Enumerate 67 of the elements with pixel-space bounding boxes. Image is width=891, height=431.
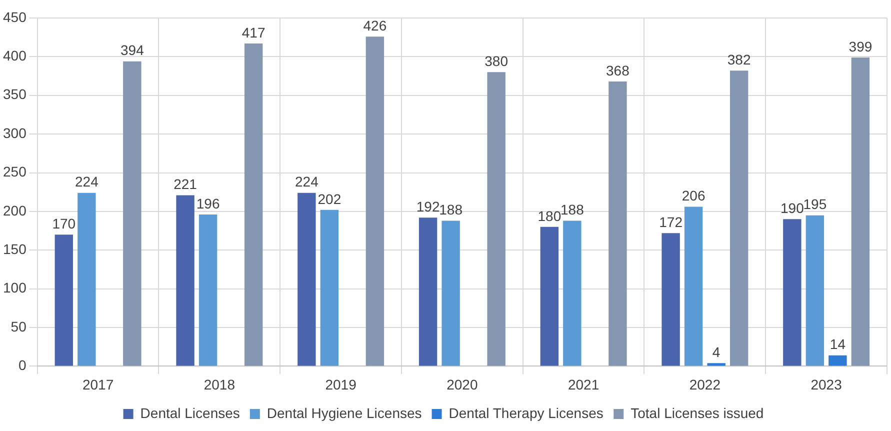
y-tick-label: 200 xyxy=(3,202,27,218)
y-tick-label: 400 xyxy=(3,48,27,64)
y-tick-label: 450 xyxy=(3,8,27,25)
data-label: 190 xyxy=(780,200,804,216)
bar xyxy=(707,363,726,366)
data-label: 399 xyxy=(848,38,872,54)
x-tick-label: 2021 xyxy=(568,376,600,392)
bar xyxy=(198,214,218,366)
bar xyxy=(418,218,438,366)
data-label: 172 xyxy=(659,214,683,230)
x-tick-label: 2023 xyxy=(810,376,842,392)
bar xyxy=(123,61,142,366)
data-label: 394 xyxy=(120,42,144,58)
bar xyxy=(828,355,847,366)
y-tick-label: 150 xyxy=(3,240,27,257)
y-tick-label: 300 xyxy=(3,124,27,141)
data-label: 4 xyxy=(712,344,720,360)
bar xyxy=(298,192,316,366)
bar xyxy=(244,44,263,366)
data-label: 417 xyxy=(242,24,266,40)
data-label: 202 xyxy=(318,190,342,207)
bar xyxy=(684,206,703,366)
data-label: 368 xyxy=(606,62,630,78)
data-label: 195 xyxy=(803,196,827,212)
data-label: 188 xyxy=(439,202,463,218)
data-label: 380 xyxy=(484,53,508,70)
x-tick-label: 2017 xyxy=(82,376,114,392)
data-label: 382 xyxy=(727,51,751,68)
bar xyxy=(540,226,559,366)
y-tick-label: 350 xyxy=(3,86,27,102)
data-label: 426 xyxy=(363,17,387,34)
y-tick-label: 100 xyxy=(3,280,27,296)
bar xyxy=(783,219,802,366)
legend-label: Total Licenses issued xyxy=(630,404,764,421)
x-tick-label: 2020 xyxy=(446,376,478,392)
bar xyxy=(730,70,748,366)
bar xyxy=(320,210,339,366)
data-label: 224 xyxy=(74,174,99,190)
data-label: 170 xyxy=(52,216,76,232)
bar xyxy=(366,36,384,366)
data-label: 196 xyxy=(196,195,220,212)
bar xyxy=(176,195,194,366)
data-label: 180 xyxy=(538,208,562,224)
bar xyxy=(487,72,506,366)
legend-label: Dental Therapy Licenses xyxy=(448,404,604,421)
data-label: 192 xyxy=(416,198,440,214)
bar xyxy=(563,220,582,366)
y-tick-label: 50 xyxy=(10,318,27,334)
y-tick-label: 250 xyxy=(3,164,27,180)
data-label: 14 xyxy=(830,336,846,352)
x-tick-label: 2018 xyxy=(204,376,236,392)
data-label: 206 xyxy=(682,188,706,204)
bar xyxy=(442,220,460,366)
x-tick-label: 2019 xyxy=(325,376,357,392)
bar xyxy=(54,234,74,366)
legend-label: Dental Hygiene Licenses xyxy=(266,404,422,421)
y-tick-label: 0 xyxy=(18,357,27,374)
x-tick-label: 2022 xyxy=(689,376,721,392)
bar xyxy=(662,233,680,366)
bar xyxy=(78,192,96,366)
data-label: 224 xyxy=(294,174,319,190)
legend-label: Dental Licenses xyxy=(140,404,240,421)
bar xyxy=(806,215,824,366)
data-label: 188 xyxy=(560,202,584,218)
bar xyxy=(608,81,627,366)
data-label: 221 xyxy=(174,176,198,192)
bar xyxy=(851,57,870,366)
